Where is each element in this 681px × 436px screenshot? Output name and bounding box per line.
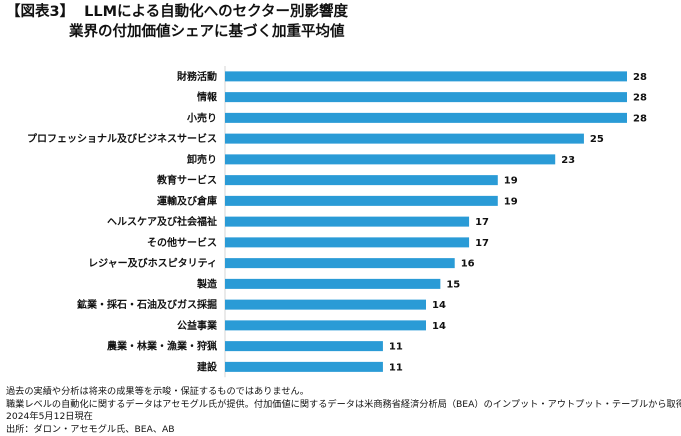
bar-value-label: 28 [633, 113, 647, 124]
category-label: 製造 [196, 277, 218, 290]
bar [225, 341, 383, 352]
bar-value-label: 25 [590, 134, 604, 145]
title-subtitle: 業界の付加価値シェアに基づく加重平均値 [69, 24, 345, 40]
footnote-source: 出所：ダロン・アセモグル氏、BEA、AB [6, 423, 175, 435]
bar-value-label: 14 [432, 300, 446, 311]
category-label: ヘルスケア及び社会福祉 [107, 215, 217, 228]
bar [225, 258, 455, 269]
category-label: 公益事業 [177, 319, 218, 332]
bar-value-label: 17 [475, 217, 489, 228]
figure-label: 【図表3】 [6, 4, 75, 20]
category-label: 財務活動 [176, 70, 217, 83]
bar [225, 299, 426, 310]
category-label: 卸売り [187, 153, 217, 166]
bar-value-label: 11 [389, 342, 403, 353]
bar [225, 175, 498, 186]
bar-value-label: 15 [446, 279, 460, 290]
chart-title: 【図表3】 LLMによる自動化へのセクター別影響度 業界の付加価値シェアに基づく加… [6, 2, 348, 42]
bar [225, 112, 627, 123]
footnote-date: 2024年5月12日現在 [6, 411, 93, 422]
category-label: 鉱業・採石・石油及びガス採掘 [77, 298, 217, 311]
category-label: 農業・林業・漁業・狩猟 [107, 340, 217, 353]
bar [225, 278, 441, 289]
category-label: 情報 [197, 91, 218, 104]
bar-value-label: 11 [389, 362, 403, 373]
bar [225, 216, 470, 227]
bar-value-label: 28 [633, 93, 647, 104]
bar [225, 92, 627, 103]
bar [225, 71, 627, 82]
category-label: その他サービス [147, 236, 217, 249]
bar [225, 154, 556, 165]
bar [225, 195, 498, 206]
bar [225, 237, 470, 248]
footnote-disclaimer: 過去の実績や分析は将来の成果等を示唆・保証するものではありません。 [6, 386, 309, 397]
bar-value-label: 19 [504, 196, 518, 207]
bar-value-label: 23 [561, 155, 575, 166]
bar-value-label: 16 [461, 259, 475, 270]
bar-value-label: 19 [504, 176, 518, 187]
bar [225, 320, 426, 331]
category-label: 小売り [186, 111, 217, 124]
footnotes: 過去の実績や分析は将来の成果等を示唆・保証するものではありません。 職業レベルの… [6, 386, 681, 436]
category-label: レジャー及びホスピタリティ [88, 257, 217, 270]
bar-value-label: 14 [432, 321, 446, 332]
category-label: 教育サービス [156, 174, 217, 187]
title-main: LLMによる自動化へのセクター別影響度 [84, 4, 348, 20]
bar [225, 133, 584, 144]
bar [225, 361, 383, 372]
footnote-data-source-detail: 職業レベルの自動化に関するデータはアセモグル氏が提供。付加価値に関するデータは米… [6, 398, 681, 410]
category-label: プロフェッショナル及びビジネスサービス [27, 132, 217, 145]
bar-value-label: 17 [475, 238, 489, 249]
category-label: 建設 [196, 360, 218, 373]
bar-value-label: 28 [633, 72, 647, 83]
category-label: 運輸及び倉庫 [157, 194, 217, 207]
